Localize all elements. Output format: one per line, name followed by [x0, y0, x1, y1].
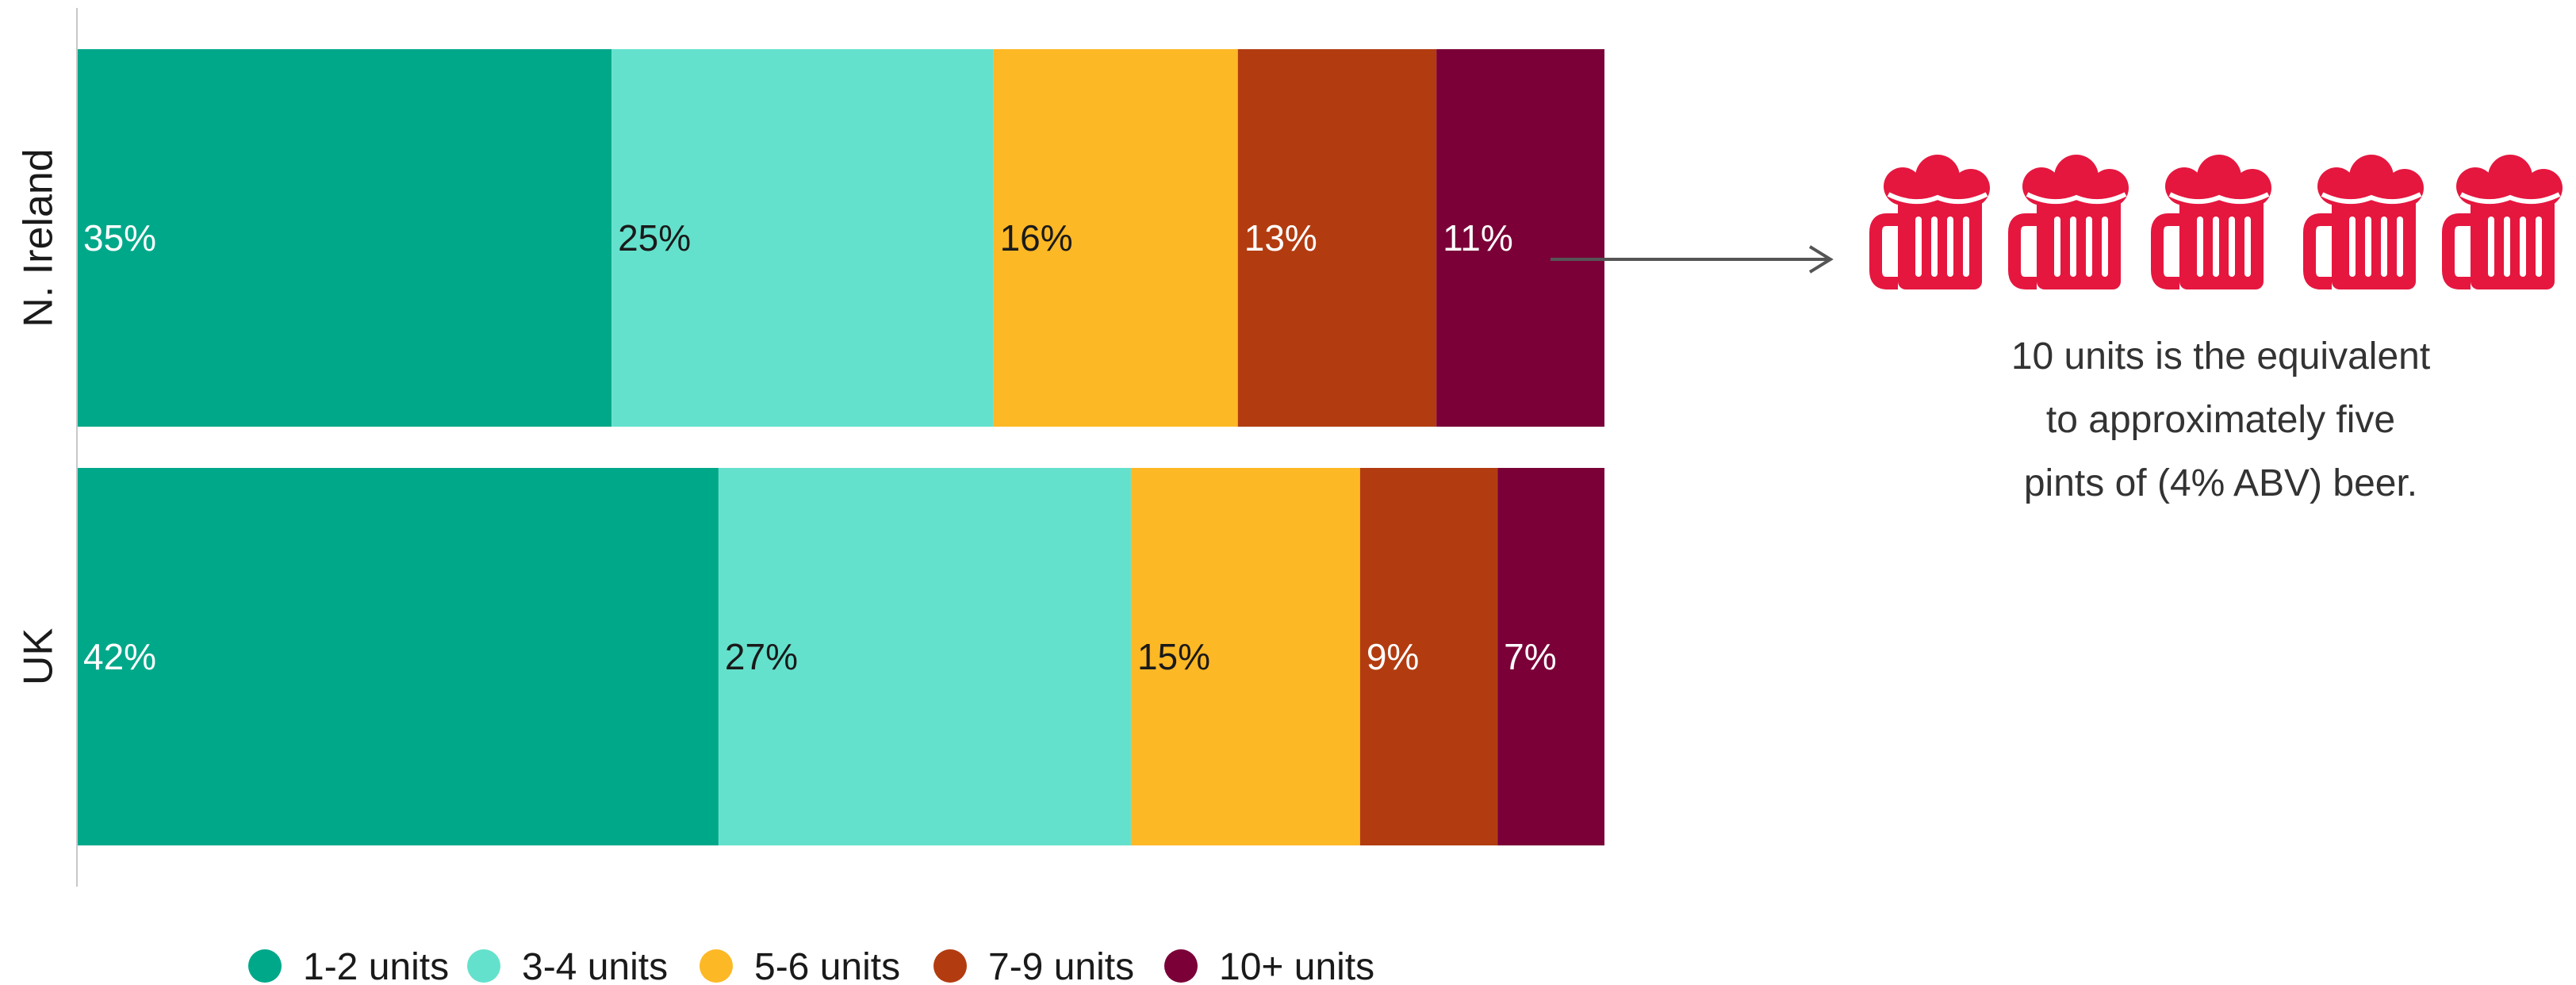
annotation-line-3: pints of (4% ABV) beer.	[2023, 462, 2418, 504]
bar-segment	[77, 49, 612, 427]
legend-swatch	[700, 949, 733, 983]
bar-segment	[718, 468, 1131, 845]
data-label: 15%	[1137, 636, 1210, 677]
legend-swatch	[933, 949, 967, 983]
data-label: 25%	[618, 217, 691, 259]
legend: 1-2 units 3-4 units 5-6 units 7-9 units 10+ …	[248, 946, 1374, 985]
legend-swatch	[1164, 949, 1198, 983]
data-label: 35%	[83, 217, 156, 259]
category-labels: N. Ireland UK	[16, 148, 62, 685]
legend-label: 5-6 units	[754, 946, 900, 985]
bar-segment	[611, 49, 994, 427]
annotation-note: 10 units is the equivalent to approximat…	[1927, 325, 2514, 515]
legend-label: 3-4 units	[522, 946, 668, 985]
category-label: N. Ireland	[16, 148, 62, 327]
beer-mug-icon	[2151, 155, 2271, 289]
data-label: 9%	[1367, 636, 1419, 677]
beer-mug-icon	[2008, 155, 2129, 289]
beer-mug-icon	[1869, 155, 1990, 289]
beer-mugs-group	[1869, 155, 2563, 289]
beer-mug-icon	[2442, 155, 2563, 289]
legend-label: 10+ units	[1219, 946, 1374, 985]
data-label: 16%	[1000, 217, 1073, 259]
legend-swatch	[248, 949, 282, 983]
category-label: UK	[16, 628, 62, 686]
annotation-line-1: 10 units is the equivalent	[2011, 335, 2431, 378]
annotation-arrow	[1551, 245, 1834, 274]
data-label: 7%	[1504, 636, 1556, 677]
bar-segment	[993, 49, 1238, 427]
bar-segment	[1237, 49, 1437, 427]
data-label: 42%	[83, 636, 156, 677]
bar-segment	[1130, 468, 1360, 845]
bar-segment	[1359, 468, 1498, 845]
annotation-line-2: to approximately five	[2045, 399, 2396, 441]
data-label: 13%	[1244, 217, 1317, 259]
data-label: 11%	[1443, 217, 1513, 259]
data-label: 27%	[725, 636, 798, 677]
bar-segment	[1436, 49, 1604, 427]
legend-label: 1-2 units	[303, 946, 449, 985]
beer-mug-icon	[2303, 155, 2424, 289]
bar-segment	[1497, 468, 1604, 845]
legend-label: 7-9 units	[988, 946, 1134, 985]
bar-segment	[77, 468, 719, 845]
bars-group: 35% 25% 16% 13% 11% 42% 27% 15% 9% 7%	[77, 49, 1604, 845]
legend-swatch	[467, 949, 500, 983]
